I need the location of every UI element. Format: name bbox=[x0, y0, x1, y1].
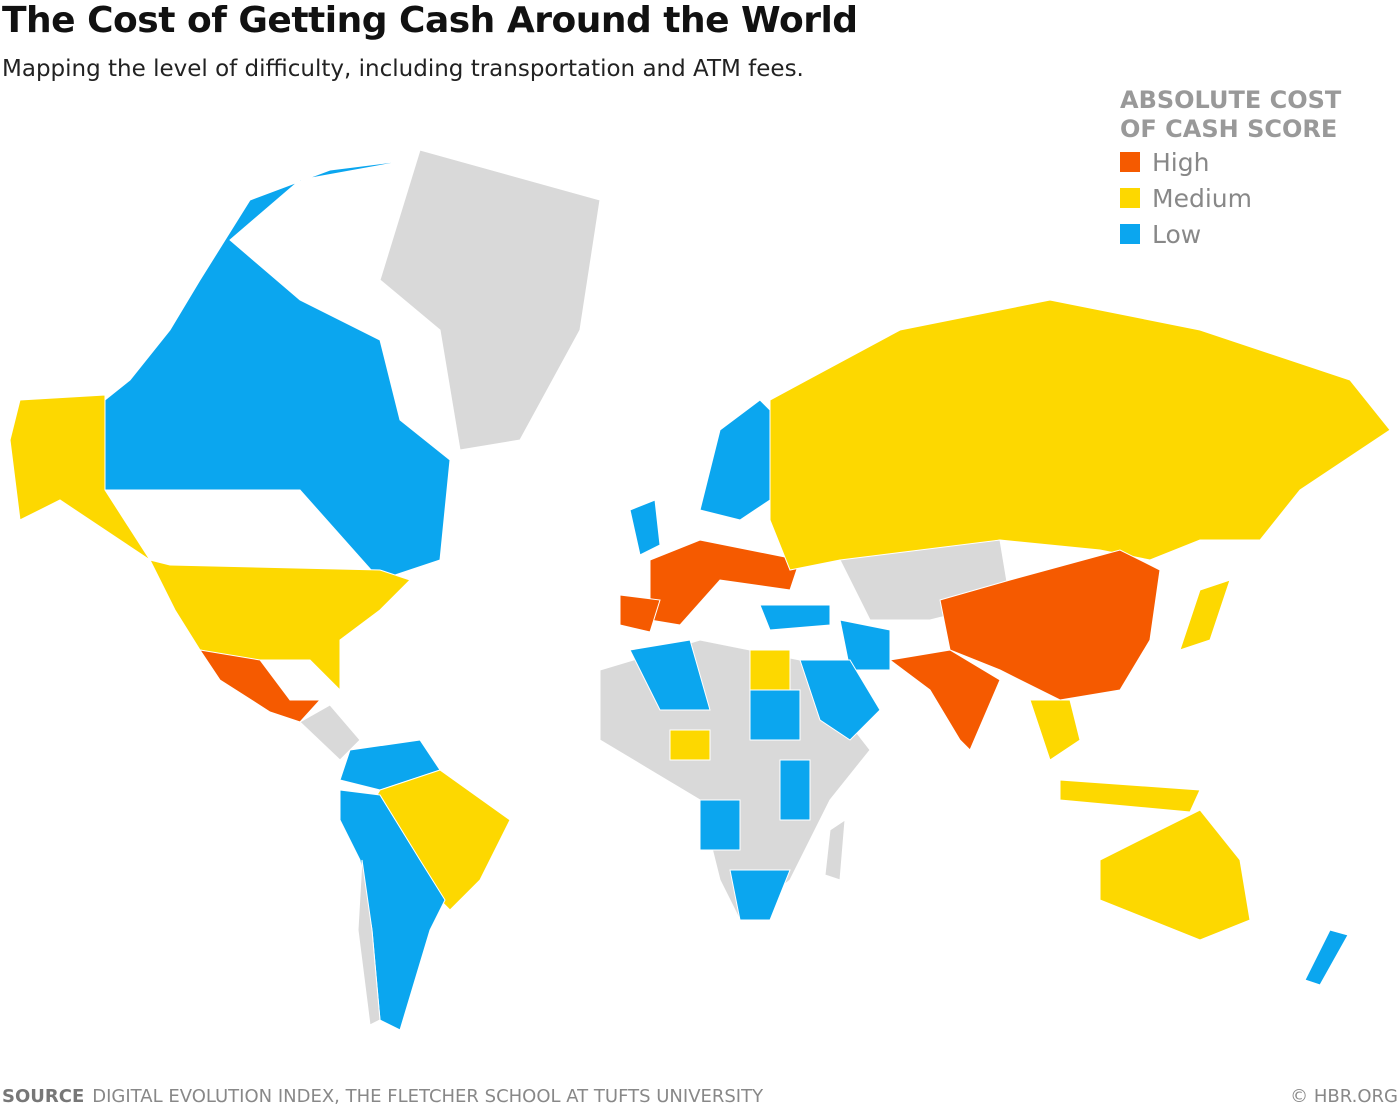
scandinavia bbox=[699, 399, 781, 521]
legend-items: High Medium Low bbox=[1120, 144, 1360, 252]
footer: SOURCE DIGITAL EVOLUTION INDEX, THE FLETC… bbox=[2, 1086, 763, 1107]
nigeria bbox=[669, 729, 711, 761]
egypt bbox=[749, 649, 791, 691]
madagascar bbox=[824, 819, 846, 881]
india bbox=[888, 649, 1001, 751]
south-africa bbox=[729, 869, 791, 921]
source: DIGITAL EVOLUTION INDEX, THE FLETCHER SC… bbox=[92, 1086, 764, 1107]
credit: © HBR.ORG bbox=[1290, 1086, 1398, 1107]
saudi-arabia bbox=[799, 659, 881, 741]
legend-swatch bbox=[1120, 188, 1140, 208]
indonesia bbox=[1059, 779, 1201, 813]
legend-label: Low bbox=[1152, 219, 1202, 249]
source-label: SOURCE bbox=[2, 1086, 85, 1107]
china bbox=[939, 549, 1161, 701]
legend-label: High bbox=[1152, 147, 1210, 177]
central-america bbox=[299, 704, 361, 761]
southeast-asia bbox=[1029, 699, 1081, 761]
legend-title: ABSOLUTE COST OF CASH SCORE bbox=[1120, 86, 1342, 143]
legend-swatch bbox=[1120, 224, 1140, 244]
iran bbox=[839, 619, 891, 671]
legend-swatch bbox=[1120, 152, 1140, 172]
central-europe bbox=[649, 539, 801, 626]
canada bbox=[104, 159, 451, 581]
united-states bbox=[149, 559, 411, 692]
spain bbox=[619, 594, 661, 633]
alaska bbox=[9, 394, 151, 561]
turkey bbox=[759, 604, 831, 631]
new-zealand bbox=[1304, 929, 1349, 986]
kenya bbox=[779, 759, 811, 821]
sudan bbox=[749, 689, 801, 741]
angola bbox=[699, 799, 741, 851]
legend-item: Medium bbox=[1120, 180, 1360, 216]
legend-item: High bbox=[1120, 144, 1360, 180]
legend: ABSOLUTE COST OF CASH SCORE High Medium Lo… bbox=[1120, 86, 1360, 252]
peru-bolivia-argentina bbox=[339, 789, 446, 1031]
united-kingdom bbox=[629, 499, 661, 556]
title: The Cost of Getting Cash Around the Worl… bbox=[2, 0, 858, 41]
russia bbox=[769, 299, 1391, 571]
subtitle: Mapping the level of difficulty, includi… bbox=[2, 56, 804, 82]
australia bbox=[1099, 809, 1251, 941]
mexico bbox=[198, 649, 322, 723]
chile bbox=[357, 859, 381, 1026]
algeria bbox=[629, 639, 711, 711]
japan bbox=[1179, 579, 1231, 651]
legend-item: Low bbox=[1120, 216, 1360, 252]
legend-label: Medium bbox=[1152, 183, 1252, 213]
greenland bbox=[379, 149, 601, 451]
